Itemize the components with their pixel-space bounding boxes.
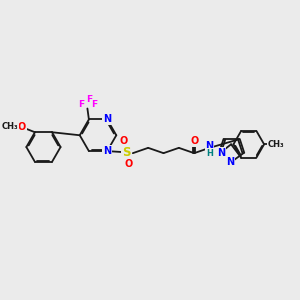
Text: O: O: [124, 159, 133, 170]
Text: N: N: [217, 148, 225, 158]
Text: O: O: [17, 122, 26, 132]
Text: N: N: [206, 141, 214, 152]
Text: N: N: [226, 157, 235, 167]
Text: N: N: [103, 114, 111, 124]
Text: N: N: [103, 146, 111, 156]
Text: CH₃: CH₃: [2, 122, 19, 131]
Text: CH₃: CH₃: [268, 140, 284, 149]
Text: F: F: [91, 100, 97, 109]
Text: F: F: [86, 95, 92, 104]
Text: O: O: [190, 136, 198, 146]
Text: F: F: [78, 100, 84, 109]
Text: S: S: [122, 146, 130, 159]
Text: H: H: [206, 149, 213, 158]
Text: O: O: [120, 136, 128, 146]
